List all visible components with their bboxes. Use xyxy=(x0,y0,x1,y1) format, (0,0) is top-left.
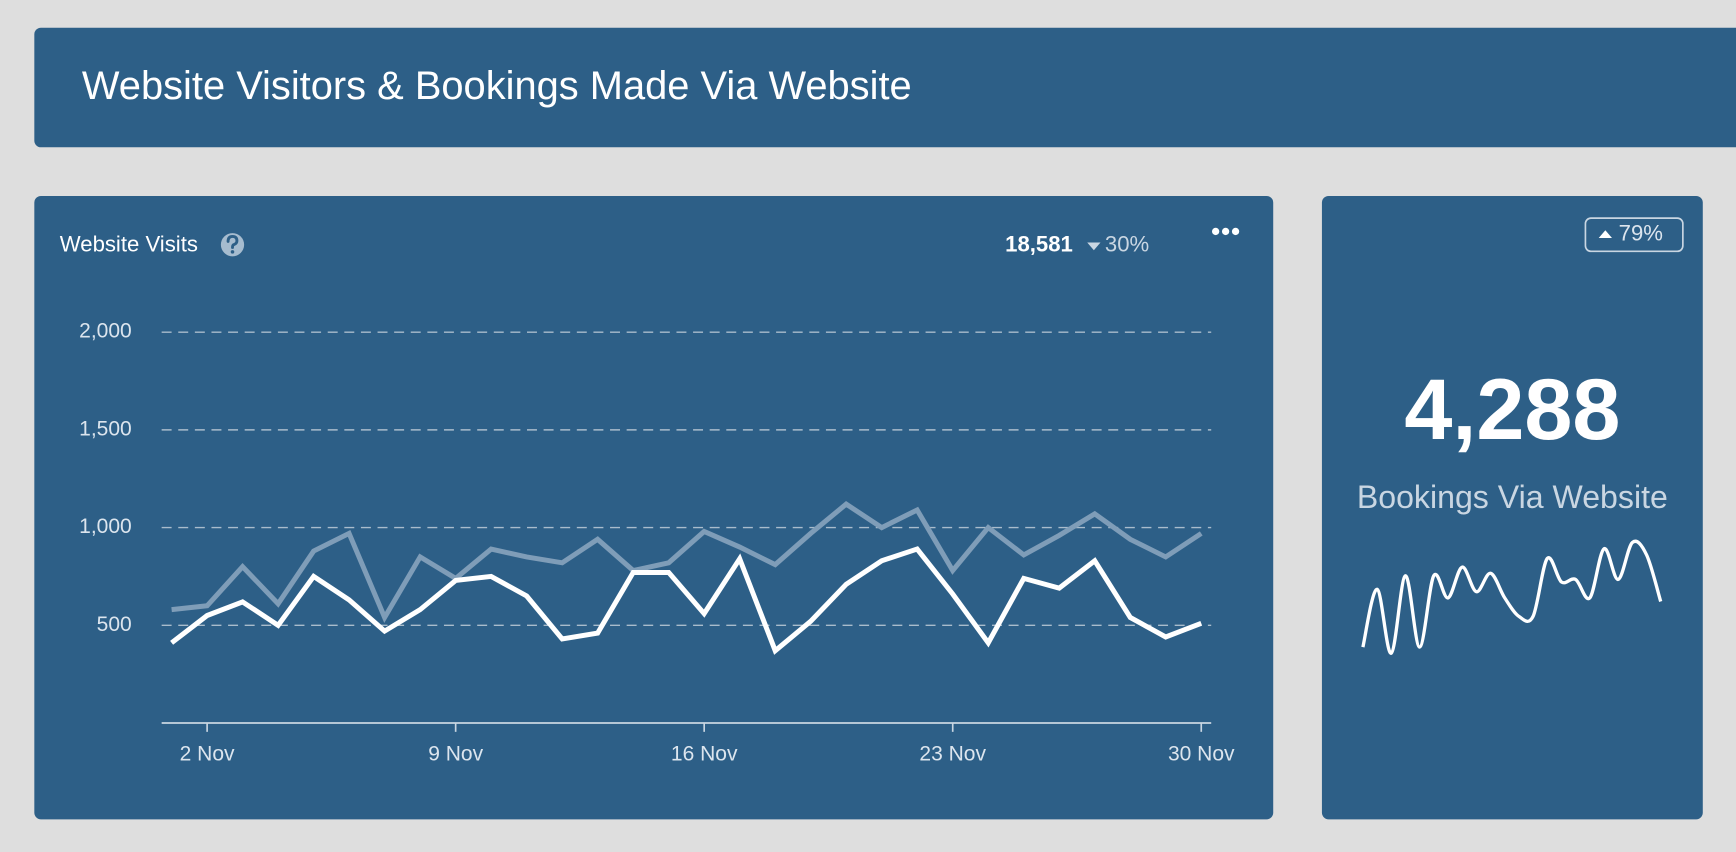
visits-total: 18,581 xyxy=(1005,232,1073,257)
series-line xyxy=(170,546,1203,655)
x-tick-label: 9 Nov xyxy=(428,743,483,766)
y-tick-label: 1,500 xyxy=(79,417,132,440)
x-tick-label: 30 Nov xyxy=(1168,743,1235,766)
down-arrow xyxy=(1087,242,1101,251)
y-tick-label: 2,000 xyxy=(79,320,132,343)
bookings-card xyxy=(1321,195,1703,820)
visits-change: 30% xyxy=(1105,232,1149,257)
bookings-change: 79% xyxy=(1619,221,1663,246)
x-tick-label: 16 Nov xyxy=(671,743,738,766)
bookings-label: Bookings Via Website xyxy=(1357,479,1668,515)
visits-card xyxy=(34,195,1274,820)
card-title: Website Visits xyxy=(60,232,198,257)
series-line xyxy=(171,501,1203,624)
up-arrow xyxy=(1598,230,1612,239)
bookings-total: 4,288 xyxy=(1404,362,1620,458)
plot: 500 1,000 1,500 2,000 2 Nov 9 Nov 16 Nov 23 Nov… xyxy=(79,320,1235,766)
sparkline-line xyxy=(1361,539,1663,655)
header-title: Website Visitors & Bookings Made Via Web… xyxy=(82,64,912,108)
y-tick-label: 500 xyxy=(97,613,132,636)
help-icon[interactable] xyxy=(220,233,245,257)
x-tick-label: 23 Nov xyxy=(919,743,986,766)
sparkline xyxy=(1361,539,1663,655)
y-tick-label: 1,000 xyxy=(79,515,132,538)
x-tick-label: 2 Nov xyxy=(180,743,235,766)
menu-button[interactable] xyxy=(1211,227,1240,236)
change-badge xyxy=(1584,217,1684,253)
header-bar xyxy=(34,27,1736,148)
